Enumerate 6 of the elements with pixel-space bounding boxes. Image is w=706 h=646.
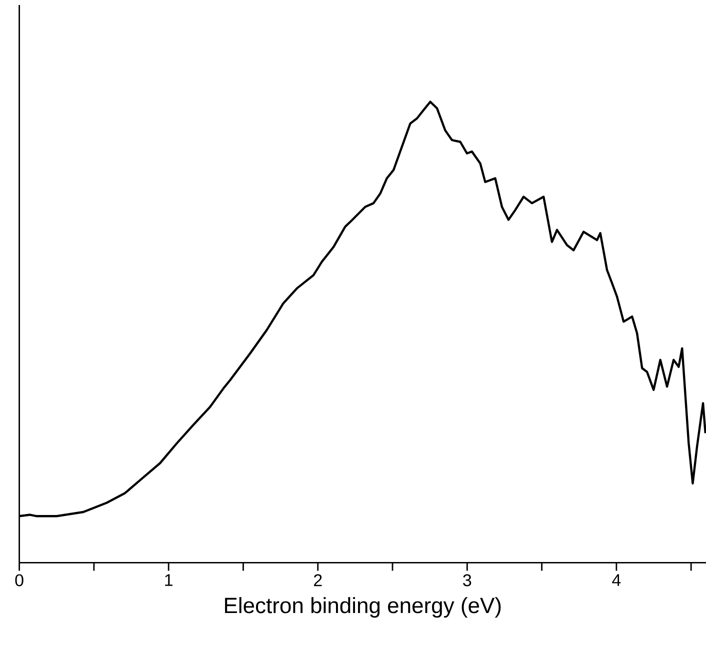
x-axis-title: Electron binding energy (eV)	[225, 597, 501, 618]
x-tick-label: 0	[15, 574, 24, 586]
x-tick-label: 2	[314, 574, 322, 586]
x-tick-label: 4	[612, 574, 621, 586]
x-tick-label: 1	[165, 574, 172, 586]
x-tick-label: 3	[463, 574, 472, 586]
